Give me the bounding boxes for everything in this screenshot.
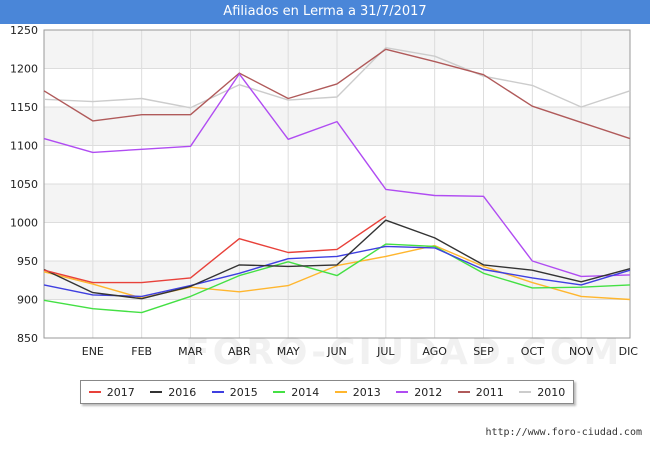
legend-swatch [519, 391, 532, 393]
legend-label: 2011 [475, 385, 504, 399]
legend-label: 2010 [537, 385, 566, 399]
legend-swatch [396, 391, 409, 393]
x-tick-label: DIC [619, 345, 639, 358]
x-tick-label: SEP [473, 345, 494, 358]
x-axis-ticks: ENE FEB MAR ABR MAY JUN JUL AGO SEP OCT NOV DIC [82, 345, 639, 358]
series-lines [43, 47, 631, 314]
y-tick-label: 1000 [10, 217, 38, 230]
legend-item-2011: 2011 [457, 385, 504, 399]
footer-url: http://www.foro-ciudad.com [485, 427, 642, 438]
x-tick-label: OCT [521, 345, 544, 358]
y-axis-ticks: 850 900 950 1000 1050 1100 1150 1200 1250 [10, 24, 38, 345]
x-tick-label: MAY [277, 345, 300, 358]
legend-label: 2014 [291, 385, 320, 399]
legend-swatch [150, 391, 163, 393]
watermark: FORO-CIUDAD.COM [185, 332, 623, 373]
x-tick-label: FEB [131, 345, 152, 358]
y-tick-label: 1250 [10, 24, 38, 37]
x-tick-label: ABR [228, 345, 251, 358]
y-tick-label: 1200 [10, 63, 38, 76]
legend-label: 2013 [352, 385, 381, 399]
series-line-2014 [43, 243, 631, 314]
legend-swatch [334, 391, 347, 393]
x-tick-label: AGO [422, 345, 447, 358]
legend-item-2016: 2016 [150, 386, 196, 399]
legend-label: 2017 [106, 385, 135, 399]
series-line-2010 [43, 47, 631, 109]
y-tick-label: 1050 [10, 178, 38, 191]
legend-label: 2015 [229, 385, 258, 399]
series-line-2012 [43, 73, 631, 278]
plot-frame [43, 29, 631, 339]
y-tick-label: 1100 [10, 140, 38, 153]
x-tick-label: NOV [569, 345, 594, 358]
y-tick-label: 950 [17, 255, 38, 268]
series-line-2011 [43, 48, 631, 140]
legend-item-2015: 2015 [211, 385, 258, 399]
legend-item-2013: 2013 [334, 385, 381, 399]
chart-title: Afiliados en Lerma a 31/7/2017 [0, 0, 650, 24]
series-line-2015 [43, 245, 631, 298]
legend-item-2014: 2014 [273, 386, 319, 399]
y-tick-label: 1150 [10, 101, 38, 114]
series-line-2017 [43, 215, 387, 284]
y-tick-label: 900 [17, 294, 38, 307]
x-tick-label: JUL [376, 345, 395, 358]
legend-item-2010: 2010 [519, 386, 565, 399]
legend-swatch [88, 391, 101, 393]
legend-label: 2016 [168, 385, 197, 399]
legend-swatch [457, 391, 470, 393]
legend-item-2017: 2017 [88, 385, 135, 399]
y-tick-label: 850 [17, 332, 38, 345]
legend-swatch [211, 391, 224, 393]
x-tick-label: ENE [82, 345, 104, 358]
legend-swatch [273, 391, 286, 393]
legend: 2017 2016 2015 2014 2013 2012 2011 2010 [80, 380, 574, 404]
x-tick-label: JUN [326, 345, 347, 358]
legend-label: 2012 [414, 385, 443, 399]
series-line-2016 [43, 219, 631, 300]
legend-item-2012: 2012 [396, 386, 442, 399]
x-tick-label: MAR [178, 345, 203, 358]
